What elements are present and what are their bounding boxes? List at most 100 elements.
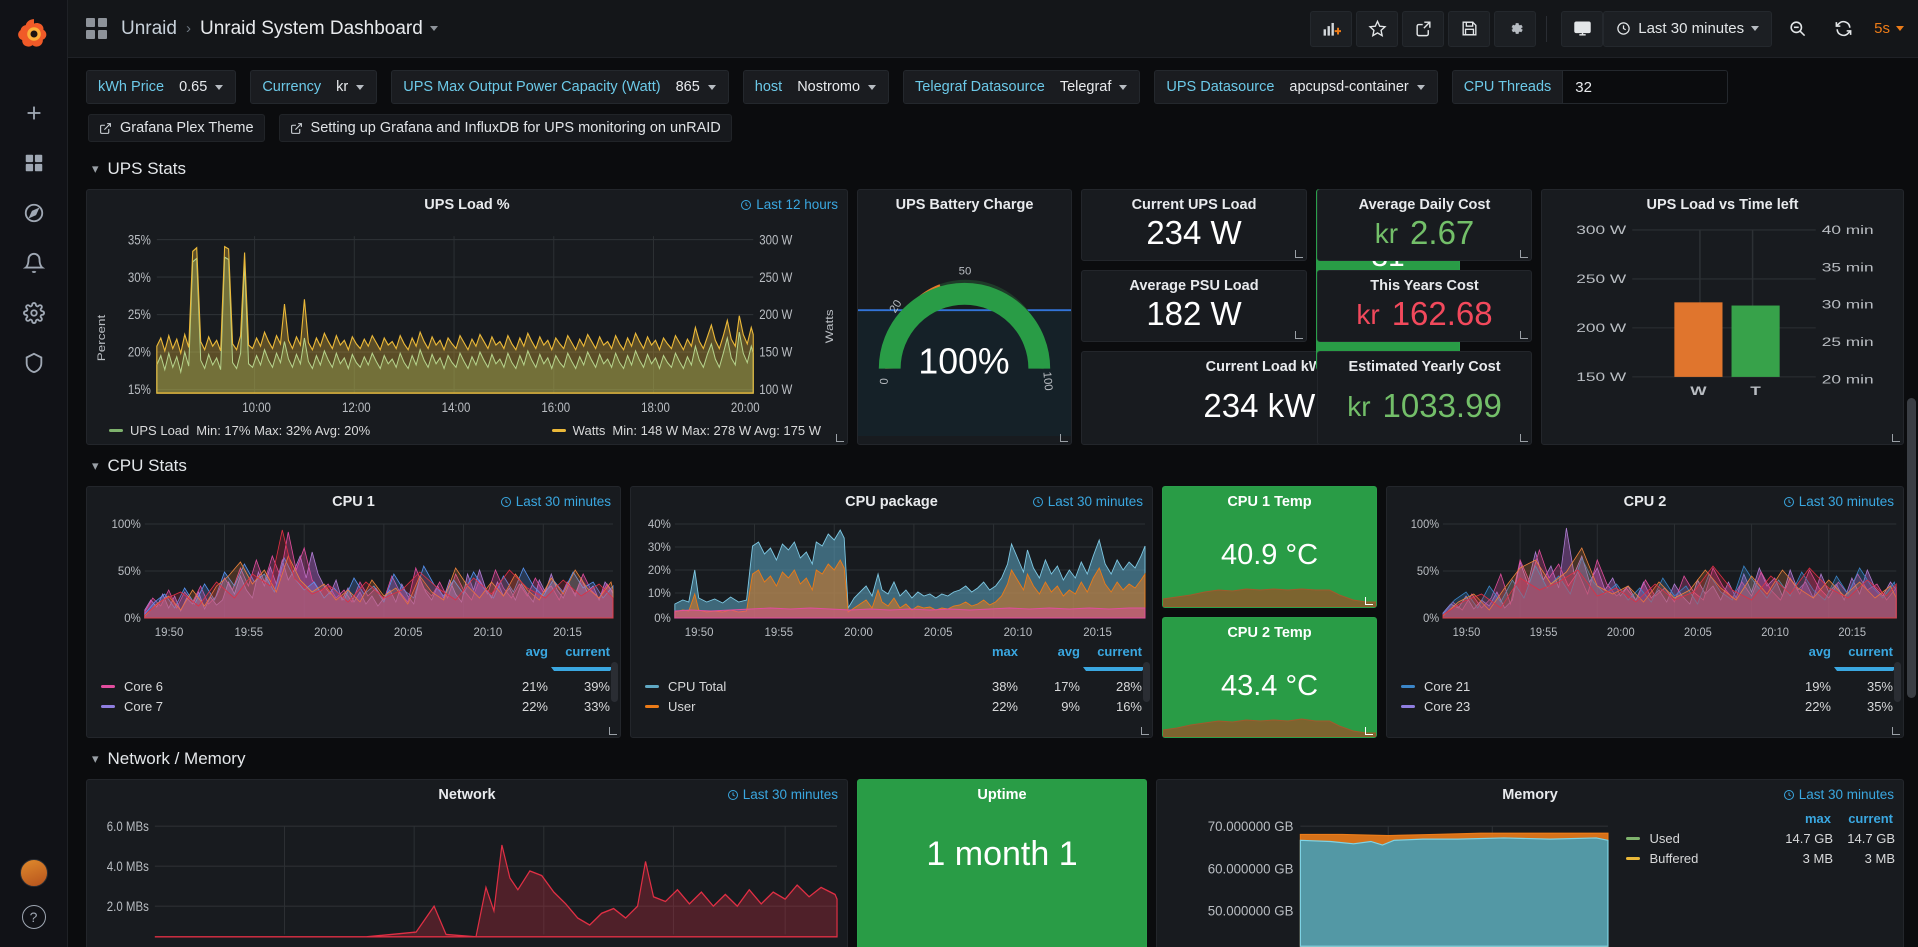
legend-item-used[interactable]: Used 14.7 GB 14.7 GB bbox=[1626, 826, 1895, 846]
legend-item-buffered[interactable]: Buffered 3 MB 3 MB bbox=[1626, 846, 1895, 866]
legend-series-name: Core 7 bbox=[124, 699, 164, 714]
variable-value[interactable]: apcupsd-container bbox=[1285, 71, 1436, 103]
legend-col-current[interactable]: current bbox=[1848, 811, 1893, 826]
panel-resize-handle[interactable] bbox=[1520, 250, 1528, 258]
panel-time-range[interactable]: Last 30 minutes bbox=[1032, 494, 1143, 509]
legend-item-core-23[interactable]: Core 23 22% 35% bbox=[1401, 694, 1893, 714]
legend-item-core-6[interactable]: Core 6 21% 39% bbox=[101, 674, 610, 694]
legend-col-avg[interactable]: avg bbox=[1808, 644, 1831, 659]
variable-cpu-threads[interactable]: CPU Threads 32 bbox=[1451, 70, 1729, 104]
panel-bar-chart[interactable]: 300 W 250 W 200 W 150 W 40 min 35 min 30… bbox=[1542, 215, 1903, 444]
network-memory-row[interactable]: ▾ Network / Memory bbox=[86, 738, 1904, 779]
panel-resize-handle[interactable] bbox=[1892, 727, 1900, 735]
zoom-out-button[interactable] bbox=[1776, 11, 1818, 47]
svg-text:30%: 30% bbox=[128, 270, 151, 285]
ups-monitoring-guide-link[interactable]: Setting up Grafana and InfluxDB for UPS … bbox=[278, 114, 732, 142]
variable-value[interactable]: 865 bbox=[672, 71, 728, 103]
panel-gauge[interactable]: 50 20 0 100 100% bbox=[858, 215, 1071, 444]
legend-item-core-7[interactable]: Core 7 22% 33% bbox=[101, 694, 610, 714]
chevron-down-icon bbox=[215, 84, 224, 90]
variable-ups-max-output-power-capacity[interactable]: UPS Max Output Power Capacity (Watt) 865 bbox=[391, 70, 729, 104]
sidebar-item-configuration[interactable] bbox=[6, 288, 62, 338]
share-dashboard-button[interactable] bbox=[1402, 10, 1445, 47]
user-avatar[interactable] bbox=[19, 859, 48, 887]
panel-time-range[interactable]: Last 30 minutes bbox=[1783, 494, 1894, 509]
panel-resize-handle[interactable] bbox=[609, 727, 617, 735]
page-title[interactable]: Unraid System Dashboard bbox=[199, 17, 423, 39]
sidebar-item-alerting[interactable] bbox=[6, 238, 62, 288]
legend-scrollbar[interactable] bbox=[611, 662, 618, 702]
legend-col-avg[interactable]: avg bbox=[525, 644, 548, 659]
grafana-logo-icon[interactable] bbox=[8, 8, 60, 60]
refresh-button[interactable] bbox=[1822, 11, 1864, 47]
cpu-threads-input[interactable]: 32 bbox=[1562, 71, 1728, 103]
help-icon[interactable]: ? bbox=[21, 905, 46, 929]
sidebar-item-server-admin[interactable] bbox=[6, 338, 62, 388]
panel-graph[interactable]: 100% 50% 0% bbox=[1387, 512, 1903, 642]
variable-currency[interactable]: Currency kr bbox=[250, 70, 378, 104]
legend-item-cpu-total[interactable]: CPU Total 38% 17% 28% bbox=[645, 674, 1142, 694]
legend-item-ups-load[interactable]: UPS Load Min: 17% Max: 32% Avg: 20% bbox=[109, 423, 370, 438]
legend-scrollbar[interactable] bbox=[1894, 662, 1901, 702]
dashboard-settings-button[interactable] bbox=[1494, 10, 1537, 47]
refresh-interval-picker[interactable]: 5s bbox=[1874, 20, 1904, 37]
panel-time-range[interactable]: Last 30 minutes bbox=[727, 787, 838, 802]
panel-graph[interactable]: 6.0 MBs 4.0 MBs 2.0 MBs bbox=[87, 805, 847, 947]
variable-kwh-price[interactable]: kWh Price 0.65 bbox=[86, 70, 237, 104]
panel-time-range[interactable]: Last 30 minutes bbox=[500, 494, 611, 509]
mark-favorite-button[interactable] bbox=[1356, 10, 1399, 47]
page-scrollbar[interactable] bbox=[1907, 398, 1916, 698]
chevron-down-icon: ▾ bbox=[92, 458, 99, 473]
grafana-plex-theme-link[interactable]: Grafana Plex Theme bbox=[88, 114, 265, 142]
dashboard-grid-icon[interactable] bbox=[86, 18, 107, 39]
panel-resize-handle[interactable] bbox=[1520, 331, 1528, 339]
breadcrumb-chevron-down-icon[interactable] bbox=[429, 26, 438, 31]
svg-text:15%: 15% bbox=[128, 382, 151, 397]
legend-item-core-21[interactable]: Core 21 19% 35% bbox=[1401, 674, 1893, 694]
panel-resize-handle[interactable] bbox=[1520, 434, 1528, 442]
panel-resize-handle[interactable] bbox=[836, 434, 844, 442]
variable-value[interactable]: Nostromo bbox=[793, 71, 888, 103]
panel-resize-handle[interactable] bbox=[1365, 727, 1373, 735]
svg-text:20:10: 20:10 bbox=[474, 627, 503, 639]
time-range-picker[interactable]: Last 30 minutes bbox=[1603, 10, 1773, 47]
panel-graph[interactable]: 100% 50% 0% bbox=[87, 512, 620, 642]
panel-graph[interactable]: 40% 30% 20% 10% 0% bbox=[631, 512, 1152, 642]
variable-telegraf-datasource[interactable]: Telegraf Datasource Telegraf bbox=[903, 70, 1141, 104]
panel-title: Average PSU Load bbox=[1129, 278, 1259, 294]
ups-stats-row[interactable]: ▾ UPS Stats bbox=[86, 148, 1904, 189]
legend-col-max[interactable]: max bbox=[1804, 811, 1831, 826]
legend-col-current[interactable]: current bbox=[1080, 644, 1145, 674]
sidebar-item-create-add[interactable] bbox=[6, 88, 62, 138]
legend-col-avg[interactable]: avg bbox=[1057, 644, 1080, 659]
breadcrumb-folder[interactable]: Unraid bbox=[121, 17, 177, 39]
panel-graph[interactable]: 70.000000 GB 60.000000 GB 50.000000 GB bbox=[1157, 805, 1903, 947]
panel-resize-handle[interactable] bbox=[1892, 434, 1900, 442]
panel-time-range[interactable]: Last 30 minutes bbox=[1783, 787, 1894, 802]
legend-item-user[interactable]: User 22% 9% 16% bbox=[645, 694, 1142, 714]
sidebar-item-explore[interactable] bbox=[6, 188, 62, 238]
legend-col-current[interactable]: current bbox=[1831, 644, 1896, 674]
variable-ups-datasource[interactable]: UPS Datasource apcupsd-container bbox=[1154, 70, 1438, 104]
panel-time-range[interactable]: Last 12 hours bbox=[740, 197, 838, 212]
panel-resize-handle[interactable] bbox=[1141, 727, 1149, 735]
variable-value[interactable]: Telegraf bbox=[1056, 71, 1140, 103]
legend-scrollbar[interactable] bbox=[1143, 662, 1150, 702]
panel-resize-handle[interactable] bbox=[1060, 434, 1068, 442]
sidebar-item-dashboards[interactable] bbox=[6, 138, 62, 188]
variable-host[interactable]: host Nostromo bbox=[742, 70, 890, 104]
legend-col-max[interactable]: max bbox=[991, 644, 1018, 659]
panel-resize-handle[interactable] bbox=[1295, 250, 1303, 258]
tv-mode-button[interactable] bbox=[1561, 10, 1604, 47]
cpu-stats-row[interactable]: ▾ CPU Stats bbox=[86, 445, 1904, 486]
save-dashboard-button[interactable] bbox=[1448, 10, 1491, 47]
svg-text:300 W: 300 W bbox=[759, 232, 792, 247]
legend-col-current[interactable]: current bbox=[548, 644, 613, 674]
add-panel-button[interactable] bbox=[1310, 10, 1353, 47]
variable-value[interactable]: 0.65 bbox=[175, 71, 235, 103]
panel-resize-handle[interactable] bbox=[1295, 331, 1303, 339]
variable-value[interactable]: kr bbox=[332, 71, 376, 103]
legend-item-watts[interactable]: Watts Min: 148 W Max: 278 W Avg: 175 W bbox=[551, 423, 821, 438]
panel-graph[interactable]: Percent Watts 35% 30% 25% 20% 15% 300 W … bbox=[87, 215, 847, 420]
panel-resize-handle[interactable] bbox=[1365, 596, 1373, 605]
